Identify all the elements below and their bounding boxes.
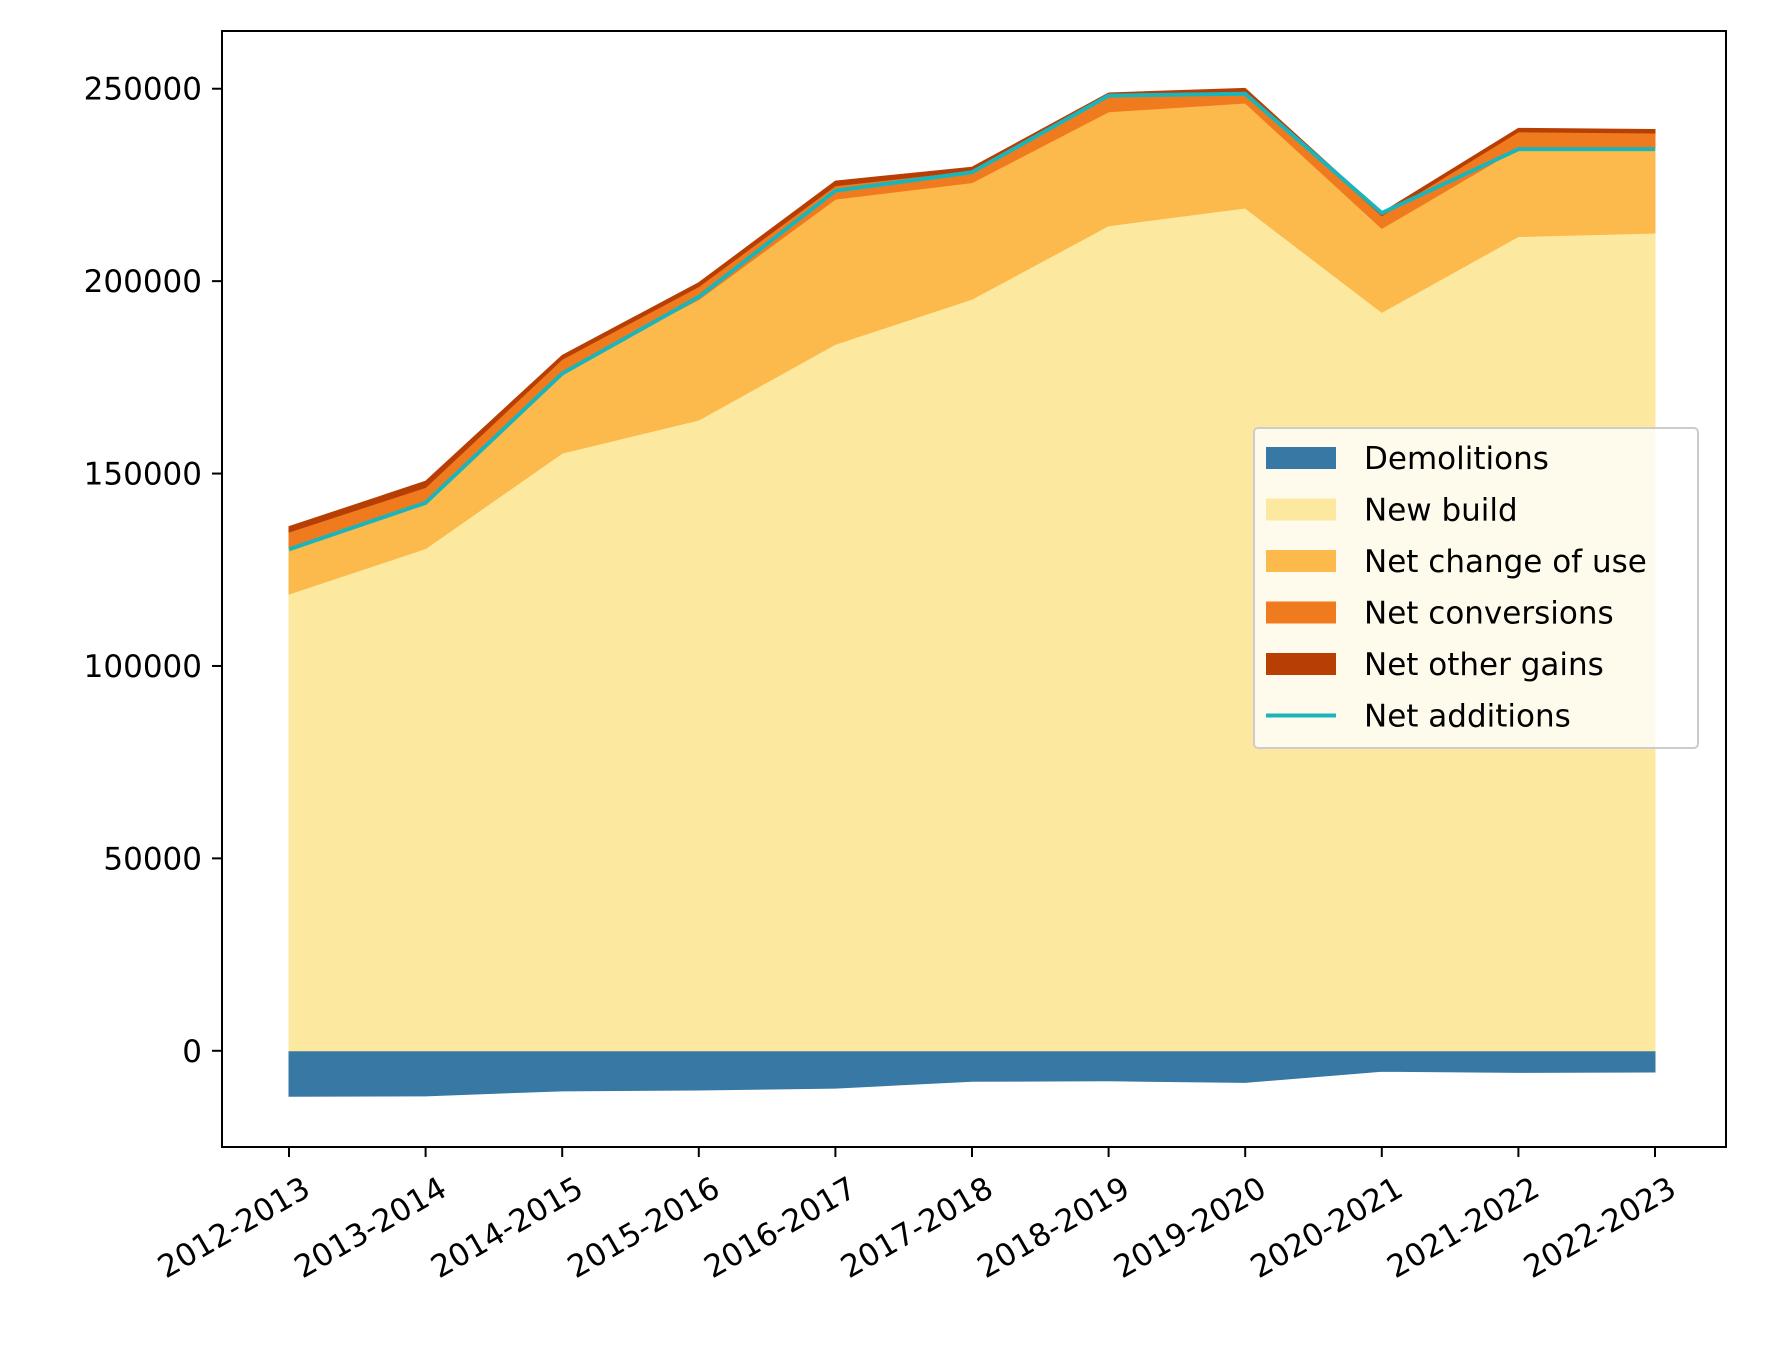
y-tick-label: 0	[182, 1034, 202, 1070]
x-tick-label: 2016-2017	[698, 1170, 862, 1286]
x-tick-label: 2013-2014	[288, 1170, 452, 1286]
legend-swatch-net-conversions	[1266, 601, 1336, 624]
legend-box	[1253, 427, 1699, 749]
x-tick-label: 2018-2019	[971, 1170, 1135, 1286]
area-demolitions	[288, 1050, 1656, 1097]
legend-swatch-net-change-of-use	[1266, 550, 1336, 572]
legend-swatch-new-build	[1266, 498, 1336, 521]
y-tick-label: 100000	[84, 649, 202, 685]
x-tick-label: 2014-2015	[425, 1170, 589, 1286]
legend-swatch-net-other-gains	[1266, 653, 1336, 675]
y-tick-label: 200000	[84, 264, 202, 300]
legend: Demolitions New build Net change of use Net…	[1253, 427, 1699, 749]
x-tick-label: 2017-2018	[835, 1170, 999, 1286]
x-axis: 2012-20132013-20142014-20152015-20162016…	[152, 1147, 1682, 1286]
line-layers	[288, 91, 1655, 552]
plot-frame	[221, 30, 1727, 1148]
line-net-additions	[288, 91, 1655, 552]
y-tick-label: 50000	[103, 841, 202, 877]
legend-label-net-other-gains: Net other gains	[1364, 647, 1604, 683]
x-tick-label: 2012-2013	[152, 1170, 316, 1286]
x-tick-label: 2020-2021	[1245, 1170, 1409, 1286]
x-tick-label: 2015-2016	[562, 1170, 726, 1286]
y-tick-label: 150000	[84, 457, 202, 493]
y-tick-label: 250000	[84, 72, 202, 108]
legend-label-net-change-of-use: Net change of use	[1364, 544, 1647, 580]
legend-swatch-demolitions	[1266, 447, 1336, 469]
legend-label-net-additions: Net additions	[1364, 699, 1571, 735]
area-net-other-gains	[288, 87, 1656, 533]
legend-label-demolitions: Demolitions	[1364, 441, 1549, 477]
legend-label-net-conversions: Net conversions	[1364, 596, 1614, 632]
legend-label-new-build: New build	[1364, 493, 1518, 529]
x-tick-label: 2022-2023	[1518, 1170, 1682, 1286]
x-tick-label: 2019-2020	[1108, 1170, 1272, 1286]
x-tick-label: 2021-2022	[1381, 1170, 1545, 1286]
y-axis: 0 50000 100000 150000 200000 250000	[84, 72, 222, 1070]
